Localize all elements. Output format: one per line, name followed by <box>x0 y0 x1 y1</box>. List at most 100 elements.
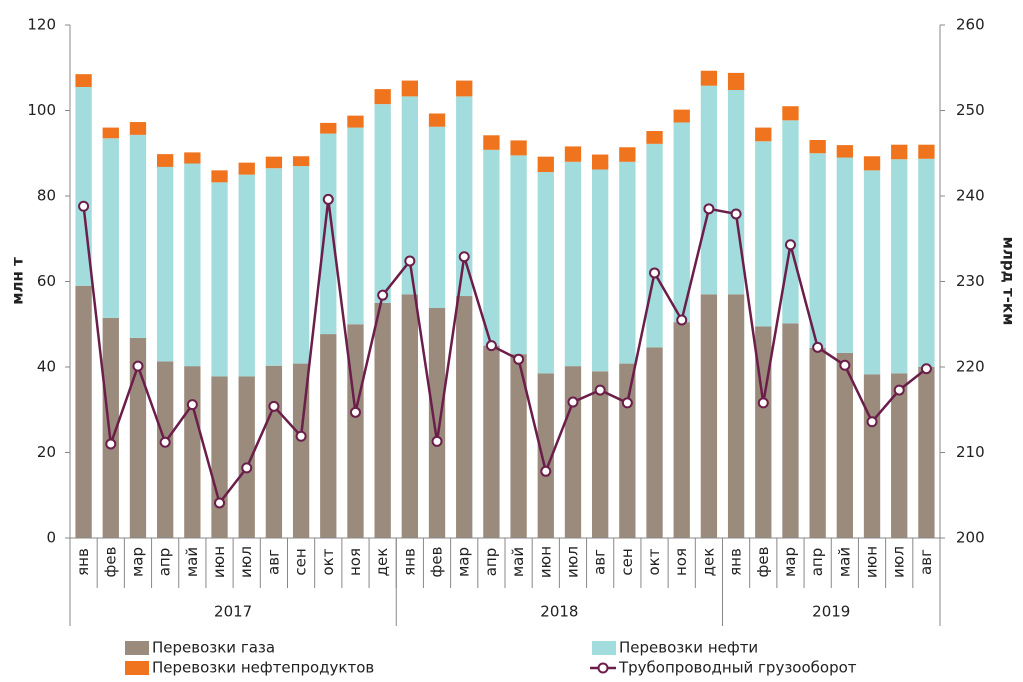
line-marker <box>377 289 389 301</box>
legend-label: Перевозки газа <box>152 639 275 657</box>
bar-segment <box>347 115 364 128</box>
x-tick-label: май <box>509 547 527 577</box>
bar-segment <box>456 80 473 97</box>
legend-swatch <box>125 661 149 675</box>
line-marker <box>214 497 226 509</box>
bar-segment <box>782 106 799 121</box>
bar-segment <box>428 126 446 309</box>
line-marker <box>594 384 606 396</box>
x-tick-label: июл <box>563 546 581 578</box>
x-tick-label: июл <box>890 546 908 578</box>
bar-segment <box>537 373 554 538</box>
bar-segment <box>292 166 310 364</box>
bar-segment <box>592 371 609 538</box>
y2-tick-label: 250 <box>956 101 985 119</box>
bar-segment <box>238 162 255 175</box>
bar-segment <box>428 113 446 127</box>
bar-segment <box>456 296 473 538</box>
x-tick-label: июн <box>863 546 881 578</box>
bar-segment <box>483 149 500 346</box>
line-marker <box>485 340 497 352</box>
legend-marker <box>597 662 609 674</box>
bar-segment <box>646 347 663 538</box>
bar-segment <box>836 352 853 538</box>
bar-segment <box>700 85 718 295</box>
line <box>82 199 928 506</box>
line-marker <box>159 436 171 448</box>
line-marker <box>839 359 851 371</box>
group-label: 2017 <box>214 603 252 621</box>
x-tick-label: май <box>835 547 853 577</box>
bar-segment <box>619 161 636 364</box>
x-tick-label: сен <box>618 548 636 575</box>
x-tick-label: апр <box>156 548 174 577</box>
x-tick-label: фев <box>101 547 119 578</box>
line-marker <box>567 396 579 408</box>
x-tick-label: дек <box>699 548 717 577</box>
line-marker <box>784 239 796 251</box>
bar-segment <box>673 322 690 538</box>
bar-segment <box>211 170 228 183</box>
bar-segment <box>836 145 853 158</box>
x-tick-label: янв <box>727 548 745 576</box>
bar-segment <box>238 174 255 377</box>
bar-segment <box>129 337 147 538</box>
legend-swatch <box>125 641 149 655</box>
bar-segment <box>510 155 527 355</box>
bar-segment <box>510 354 527 538</box>
bar-segment <box>265 156 283 169</box>
bar-segment <box>75 285 92 538</box>
y2-tick-label: 220 <box>956 358 985 376</box>
line-marker <box>458 251 470 263</box>
line-marker <box>322 193 334 205</box>
bar-segment <box>673 109 690 123</box>
x-tick-label: фев <box>754 547 772 578</box>
y2-axis-label: млрд т-км <box>1000 237 1018 326</box>
bar-segment <box>401 96 418 295</box>
bar-segment <box>727 294 745 538</box>
legend-swatch <box>592 641 616 655</box>
bar-segment <box>564 161 582 367</box>
bar-segment <box>727 89 745 295</box>
y-tick-label: 100 <box>27 101 56 119</box>
line-marker <box>703 203 715 215</box>
y-axis-label: млн т <box>9 257 27 305</box>
bar-segment <box>102 138 119 318</box>
bar-segment <box>320 122 337 134</box>
bar-segment <box>401 294 418 538</box>
bar-segment <box>755 127 772 142</box>
bar-segment <box>483 345 500 538</box>
x-tick-label: мар <box>455 547 473 577</box>
line-marker <box>132 360 144 372</box>
line-marker <box>649 267 661 279</box>
x-tick-label: сен <box>292 548 310 575</box>
x-tick-label: апр <box>808 548 826 577</box>
line-marker <box>78 200 90 212</box>
bar-segment <box>157 154 174 167</box>
x-tick-label: ноя <box>346 548 364 576</box>
x-tick-label: апр <box>482 548 500 577</box>
bar-segment <box>401 80 418 97</box>
bar-segment <box>891 373 908 538</box>
x-tick-label: янв <box>74 548 92 576</box>
bar-segment <box>102 127 119 139</box>
line-marker <box>893 384 905 396</box>
x-tick-label: май <box>183 547 201 577</box>
x-tick-label: авг <box>917 549 935 575</box>
line-marker <box>295 430 307 442</box>
x-tick-label: мар <box>128 547 146 577</box>
bar-segment <box>184 152 201 164</box>
bar-segment <box>592 169 609 372</box>
bar-segment <box>836 157 853 353</box>
bar-segment <box>265 168 283 366</box>
bar-segment <box>700 294 718 538</box>
line-marker <box>431 435 443 447</box>
bar-segment <box>456 96 473 297</box>
bar-segment <box>564 366 582 538</box>
bar-segment <box>755 141 772 327</box>
line-marker <box>241 462 253 474</box>
bar-segment <box>320 334 337 538</box>
line-marker <box>186 399 198 411</box>
y-tick-label: 60 <box>37 272 56 290</box>
